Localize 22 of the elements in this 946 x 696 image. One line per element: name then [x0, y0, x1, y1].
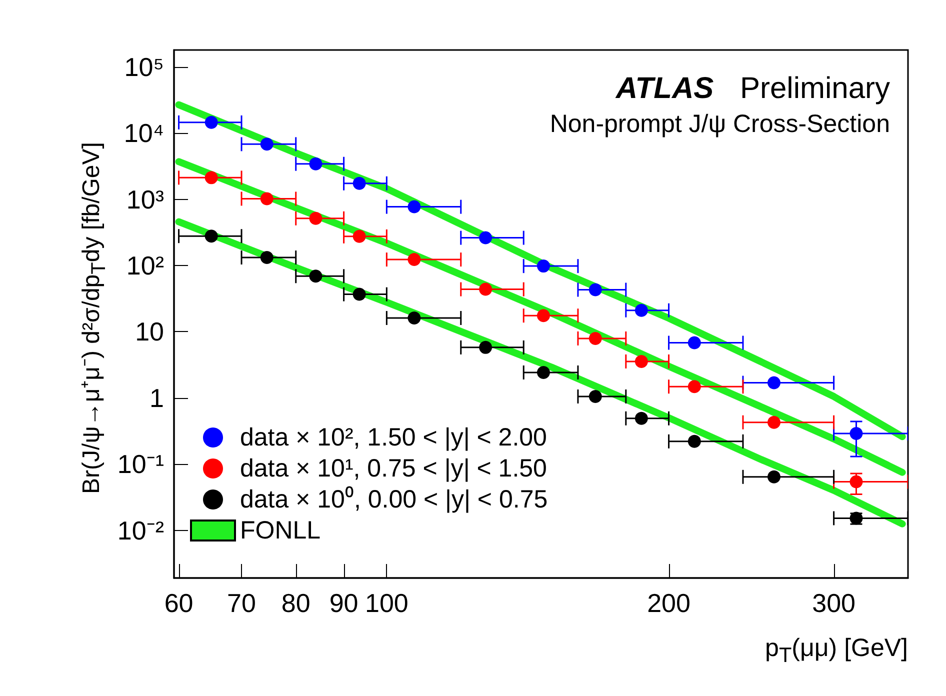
y-tick-label: 10²: [126, 250, 164, 280]
x-tick-label: 90: [329, 588, 358, 618]
x-tick-label: 60: [164, 588, 194, 618]
x-tick-label: 300: [812, 588, 856, 618]
legend-label: data × 10², 1.50 < |y| < 2.00: [240, 424, 547, 452]
y-tick-label: 10: [135, 316, 164, 347]
x-axis-title: p$_{T}$(μμ) [GeV]: [765, 634, 908, 668]
legend-label: FONLL: [240, 516, 321, 544]
y-tick-label: 10⁻¹: [117, 449, 164, 480]
y-tick-label: 10³: [126, 184, 164, 214]
x-tick-label: 70: [227, 588, 256, 618]
legend-label: data × 10⁰, 0.00 < |y| < 0.75: [240, 486, 548, 514]
y-tick-label: 10⁵: [124, 52, 164, 82]
y-tick-label: 10⁻²: [117, 515, 164, 546]
legend-label: data × 10¹, 0.75 < |y| < 1.50: [240, 454, 547, 482]
y-tick-label: 10⁴: [124, 118, 164, 148]
x-tick-label: 200: [647, 588, 690, 618]
x-tick-label: 100: [364, 588, 408, 618]
x-tick-label: 80: [281, 588, 310, 618]
text: Non-prompt J/ψ Cross-Section: [550, 110, 890, 139]
text: ATLAS Preliminary: [616, 72, 890, 105]
y-tick-label: 1: [150, 382, 164, 413]
